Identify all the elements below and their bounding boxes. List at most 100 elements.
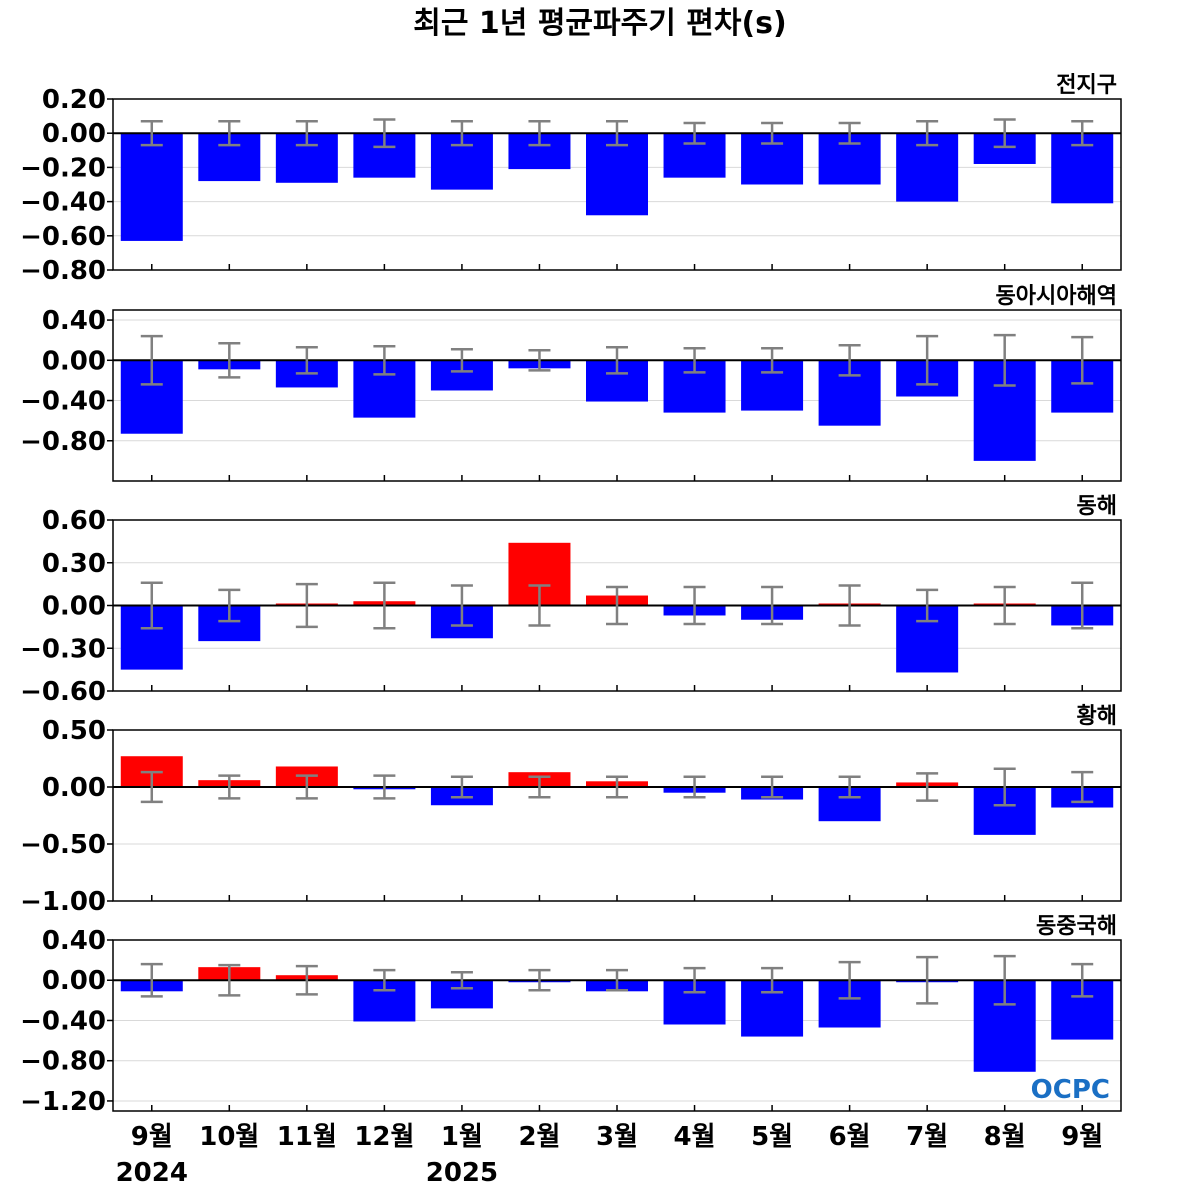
x-tick-label: 10월 — [199, 1122, 259, 1152]
y-tick-label: 0.00 — [42, 773, 106, 803]
y-tick-label: −1.00 — [20, 887, 106, 917]
error-bar-4 — [450, 347, 473, 373]
panel-4: 0.40 0.00 −0.40 −0.80 −1.20 동중국해 — [20, 914, 1122, 1117]
error-bar-6 — [606, 585, 628, 626]
error-bar-12 — [1071, 581, 1094, 630]
bar-3월 — [586, 133, 648, 216]
y-tick-label: 0.40 — [42, 306, 106, 336]
error-bar-6 — [606, 119, 628, 147]
error-bar-1 — [218, 588, 241, 623]
y-tick-label: 0.20 — [42, 85, 106, 115]
region-label: 동아시아해역 — [996, 284, 1117, 309]
error-bar-11 — [993, 954, 1016, 1006]
x-tick-label: 6월 — [829, 1122, 871, 1152]
error-bar-5 — [528, 119, 551, 147]
error-bar-1 — [218, 963, 241, 997]
y-tick-label: 0.30 — [42, 549, 106, 579]
ocpc-logo: OCPC — [1031, 1075, 1110, 1105]
error-bar-8 — [761, 585, 784, 626]
error-bar-0 — [140, 581, 163, 630]
error-bar-8 — [761, 121, 784, 145]
year-label: 2025 — [426, 1158, 498, 1188]
error-bar-1 — [218, 341, 241, 379]
error-bar-6 — [606, 775, 628, 799]
y-tick-label: 0.00 — [42, 346, 106, 376]
error-bar-9 — [838, 584, 861, 627]
x-tick-label: 3월 — [596, 1122, 638, 1152]
error-bar-2 — [295, 774, 318, 800]
y-tick-label: 0.00 — [42, 592, 106, 622]
error-bar-2 — [295, 119, 318, 147]
y-tick-label: −0.80 — [20, 427, 106, 457]
x-tick-label: 12월 — [354, 1122, 414, 1152]
x-tick-label: 11월 — [277, 1122, 337, 1152]
error-bar-12 — [1071, 770, 1094, 804]
x-tick-label: 9월 — [131, 1122, 173, 1152]
y-tick-label: 0.40 — [42, 926, 106, 956]
region-label: 전지구 — [1056, 73, 1117, 98]
y-tick-label: −0.40 — [20, 188, 106, 218]
error-bar-2 — [295, 345, 318, 375]
error-bar-12 — [1071, 962, 1094, 998]
error-bar-3 — [373, 118, 396, 149]
error-bar-4 — [450, 584, 473, 627]
x-tick-label: 5월 — [751, 1122, 793, 1152]
error-bar-10 — [916, 334, 939, 386]
y-tick-label: −0.30 — [20, 634, 106, 664]
error-bar-10 — [916, 772, 939, 802]
error-bar-5 — [528, 775, 551, 799]
error-bar-4 — [450, 775, 473, 799]
error-bar-9 — [838, 960, 861, 1000]
region-label: 동해 — [1077, 494, 1117, 519]
error-bar-2 — [295, 964, 318, 996]
error-bar-7 — [683, 966, 706, 994]
error-bar-7 — [683, 346, 706, 374]
region-label: 동중국해 — [1036, 914, 1117, 939]
y-tick-label: −0.80 — [20, 256, 106, 286]
error-bar-9 — [838, 775, 861, 799]
y-tick-label: −0.50 — [20, 830, 106, 860]
x-tick-label: 1월 — [441, 1122, 483, 1152]
y-tick-label: −0.20 — [20, 153, 106, 183]
error-bar-11 — [993, 767, 1016, 807]
panel-2: 0.60 0.30 0.00 −0.30 −0.60 동해 — [20, 494, 1122, 707]
panel-frame — [112, 729, 1122, 902]
x-tick-label: 2월 — [518, 1122, 560, 1152]
y-tick-label: −0.60 — [20, 677, 106, 707]
x-tick-label: 9월 — [1061, 1122, 1103, 1152]
error-bar-8 — [761, 346, 784, 374]
error-bar-1 — [218, 774, 241, 800]
error-bar-2 — [295, 582, 318, 629]
year-label: 2024 — [116, 1158, 188, 1188]
y-tick-label: −0.60 — [20, 222, 106, 252]
error-bar-9 — [838, 343, 861, 377]
error-bar-10 — [916, 588, 939, 623]
error-bar-11 — [993, 585, 1016, 626]
error-bar-6 — [606, 968, 628, 992]
chart-panels: 0.20 0.00 −0.20 −0.40 −0.60 −0.80 전지구 0.40 0.00 −… — [20, 73, 1122, 1117]
error-bar-3 — [373, 344, 396, 376]
error-bar-11 — [993, 333, 1016, 387]
error-bar-7 — [683, 585, 706, 626]
panel-3: 0.50 0.00 −0.50 −1.00 황해 — [20, 704, 1122, 917]
error-bar-7 — [683, 775, 706, 799]
panel-frame — [112, 939, 1122, 1112]
error-bar-11 — [993, 118, 1016, 149]
error-bar-12 — [1071, 335, 1094, 385]
y-tick-label: −0.40 — [20, 1006, 106, 1036]
y-tick-label: 0.60 — [42, 506, 106, 536]
x-tick-label: 7월 — [906, 1122, 948, 1152]
x-tick-label: 4월 — [674, 1122, 716, 1152]
error-bar-0 — [140, 119, 163, 147]
x-tick-label: 8월 — [984, 1122, 1026, 1152]
error-bar-0 — [140, 770, 163, 804]
error-bar-0 — [140, 962, 163, 998]
panel-1: 0.40 0.00 −0.40 −0.80 동아시아해역 — [20, 284, 1122, 482]
error-bar-5 — [528, 348, 551, 372]
error-bar-6 — [606, 345, 628, 375]
y-tick-label: −0.80 — [20, 1047, 106, 1077]
error-bar-1 — [218, 119, 241, 147]
panel-0: 0.20 0.00 −0.20 −0.40 −0.60 −0.80 전지구 — [20, 73, 1122, 286]
error-bar-10 — [916, 955, 939, 1005]
